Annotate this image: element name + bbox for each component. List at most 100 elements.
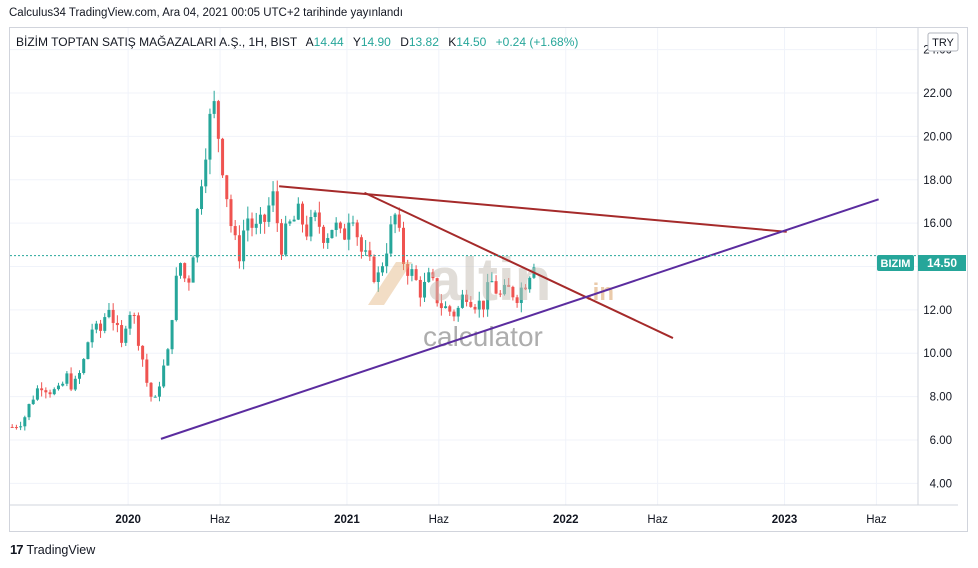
candle-body: [56, 385, 60, 390]
candle-body: [35, 388, 39, 400]
candle-body: [507, 284, 511, 287]
candle-body: [200, 186, 204, 210]
candle-body: [338, 222, 342, 229]
candle-body: [284, 223, 288, 255]
candle-body: [322, 226, 326, 243]
candle-body: [250, 218, 254, 228]
candle-body: [393, 214, 397, 225]
candle-body: [153, 396, 157, 398]
footer: 17 TradingView: [10, 542, 95, 557]
published-info: Calculus34 TradingView.com, Ara 04, 2021…: [9, 7, 403, 19]
legend-high-label: Y: [353, 35, 361, 49]
candle-body: [313, 212, 317, 218]
candle-body: [27, 404, 31, 418]
x-tick-label: Haz: [210, 514, 231, 526]
candle-body: [107, 309, 111, 318]
x-tick-label: Haz: [429, 514, 450, 526]
candle-body: [246, 218, 250, 231]
legend-high: 14.90: [361, 35, 391, 49]
candle-body: [368, 250, 372, 257]
candle-body: [330, 229, 334, 239]
trendline-resistance-2: [364, 191, 674, 339]
candle-body: [229, 199, 233, 227]
candle-body: [397, 214, 401, 228]
y-tick-label: 16.00: [923, 218, 952, 230]
candle-body: [61, 383, 65, 386]
candle-body: [237, 235, 241, 262]
candle-body: [465, 294, 469, 302]
candle-body: [401, 227, 405, 264]
watermark-brand: altin: [428, 246, 551, 313]
currency-button[interactable]: TRY: [927, 32, 959, 52]
candle-body: [141, 345, 145, 360]
svg-text:BİZİM TOPTAN SATIŞ MAĞAZALARI: BİZİM TOPTAN SATIŞ MAĞAZALARI A.Ş., 1H, …: [16, 34, 578, 49]
candle-body: [343, 228, 347, 240]
candle-body: [157, 386, 161, 397]
candle-body: [65, 373, 69, 384]
y-tick-label: 22.00: [923, 88, 952, 100]
legend-open-label: A: [306, 35, 314, 49]
candle-body: [19, 426, 23, 428]
candle-body: [183, 263, 187, 279]
watermark: altin .in calculator: [368, 246, 614, 352]
legend-close-label: K: [448, 35, 456, 49]
candle-body: [94, 323, 98, 330]
candle-body: [69, 373, 73, 390]
candle-body: [254, 223, 258, 228]
candle-body: [132, 314, 136, 316]
candle-body: [355, 222, 359, 238]
candle-body: [23, 417, 27, 427]
candle-body: [351, 222, 355, 224]
candle-body: [86, 342, 90, 360]
candle-body: [364, 250, 368, 252]
x-tick-label: 2023: [772, 514, 798, 526]
candle-body: [242, 230, 246, 262]
candle-body: [439, 303, 443, 309]
candle-body: [279, 223, 283, 255]
candle-body: [288, 221, 292, 224]
candle-body: [406, 263, 410, 276]
candle-body: [178, 263, 182, 276]
candle-body: [528, 277, 532, 290]
candle-body: [326, 238, 330, 243]
candle-body: [111, 309, 115, 323]
tradingview-logo-icon: 17: [10, 542, 24, 557]
candle-body: [519, 287, 523, 303]
x-tick-label: 2021: [334, 514, 360, 526]
candle-body: [469, 301, 473, 307]
candle-body: [267, 205, 271, 222]
candle-body: [99, 323, 103, 331]
candle-body: [435, 278, 439, 304]
legend-low: 13.82: [409, 35, 439, 49]
candle-body: [305, 224, 309, 237]
chart-frame: [9, 27, 968, 532]
candle-body: [216, 101, 220, 139]
candle-body: [48, 392, 52, 395]
candle-body: [204, 159, 208, 187]
candle-body: [427, 272, 431, 282]
trendlines: [160, 185, 879, 440]
legend-change: +0.24 (+1.68%): [496, 35, 579, 49]
candle-body: [14, 427, 18, 429]
x-tick-label: 2020: [115, 514, 141, 526]
candle-body: [149, 382, 153, 397]
candle-body: [448, 306, 452, 312]
candle-body: [444, 306, 448, 309]
currency-label: TRY: [932, 37, 954, 49]
candle-body: [414, 269, 418, 280]
candle-body: [292, 219, 296, 222]
candle-body: [124, 328, 128, 343]
candle-body: [486, 282, 490, 310]
candle-body: [174, 275, 178, 321]
candle-body: [258, 214, 262, 224]
candle-body: [481, 300, 485, 310]
candle-body: [166, 349, 170, 366]
x-tick-label: Haz: [866, 514, 887, 526]
candle-body: [191, 257, 195, 283]
candle-body: [208, 113, 212, 160]
price-tag-symbol: BIZIM: [881, 258, 911, 270]
footer-brand: TradingView: [26, 542, 96, 557]
legend-low-label: D: [400, 35, 409, 49]
y-tick-label: 8.00: [930, 392, 952, 404]
